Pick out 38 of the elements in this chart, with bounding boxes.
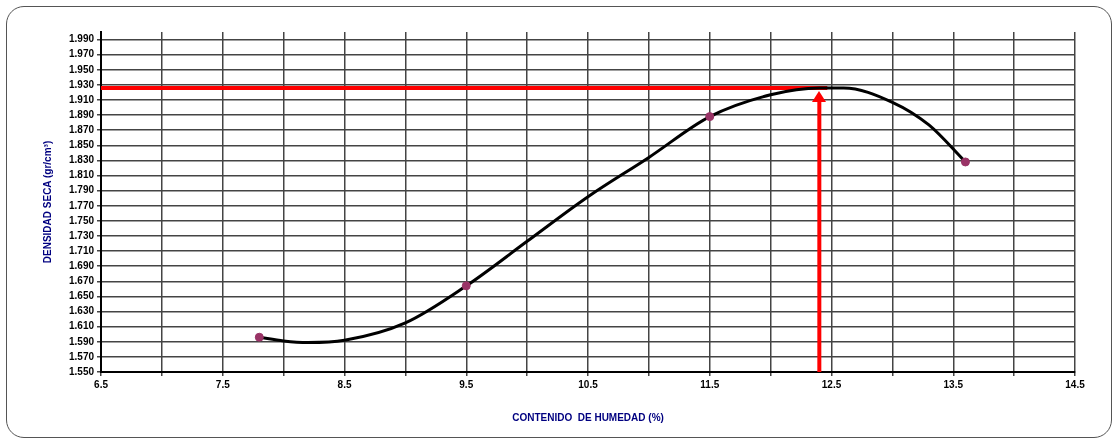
x-tick-label: 8.5 xyxy=(337,378,352,390)
y-tick-label: 1.750 xyxy=(68,214,95,226)
y-tick-label: 1.930 xyxy=(68,78,95,90)
y-tick-label: 1.710 xyxy=(68,244,95,256)
y-axis-title: DENSIDAD SECA (gr/cm³) xyxy=(41,140,53,264)
y-tick-label: 1.810 xyxy=(68,169,95,181)
y-tick-label: 1.770 xyxy=(68,199,95,211)
y-tick-label: 1.690 xyxy=(68,259,95,271)
y-tick-label: 1.950 xyxy=(68,63,95,75)
y-tick-label: 1.650 xyxy=(68,290,95,302)
x-tick-label: 12.5 xyxy=(821,378,842,390)
point xyxy=(960,157,970,167)
y-tick-label: 1.610 xyxy=(68,320,95,332)
x-axis-title: CONTENIDO DE HUMEDAD (%) xyxy=(512,411,664,423)
x-tick-label: 9.5 xyxy=(459,378,474,390)
x-tick-label: 6.5 xyxy=(94,378,109,390)
point xyxy=(254,332,264,342)
y-tick-label: 1.590 xyxy=(68,335,95,347)
point xyxy=(461,281,471,291)
x-tick-label: 10.5 xyxy=(578,378,599,390)
y-tick-label: 1.570 xyxy=(68,350,95,362)
y-tick-label: 1.550 xyxy=(68,365,95,377)
x-tick-label: 13.5 xyxy=(943,378,964,390)
x-tick-label: 11.5 xyxy=(700,378,720,390)
x-tick-label: 14.5 xyxy=(1065,378,1086,390)
y-tick-label: 1.730 xyxy=(68,229,95,241)
y-tick-label: 1.850 xyxy=(68,139,95,151)
y-tick-label: 1.670 xyxy=(68,275,95,287)
y-tick-label: 1.890 xyxy=(68,108,95,120)
x-tick-label: 7.5 xyxy=(215,378,231,390)
y-tick-label: 1.830 xyxy=(68,154,95,166)
y-tick-label: 1.790 xyxy=(68,184,95,196)
y-tick-label: 1.910 xyxy=(68,93,95,105)
y-tick-label: 1.990 xyxy=(68,33,95,45)
y-tick-label: 1.630 xyxy=(68,305,95,317)
y-tick-label: 1.970 xyxy=(68,48,95,60)
y-tick-label: 1.870 xyxy=(68,123,95,135)
point xyxy=(705,112,715,122)
